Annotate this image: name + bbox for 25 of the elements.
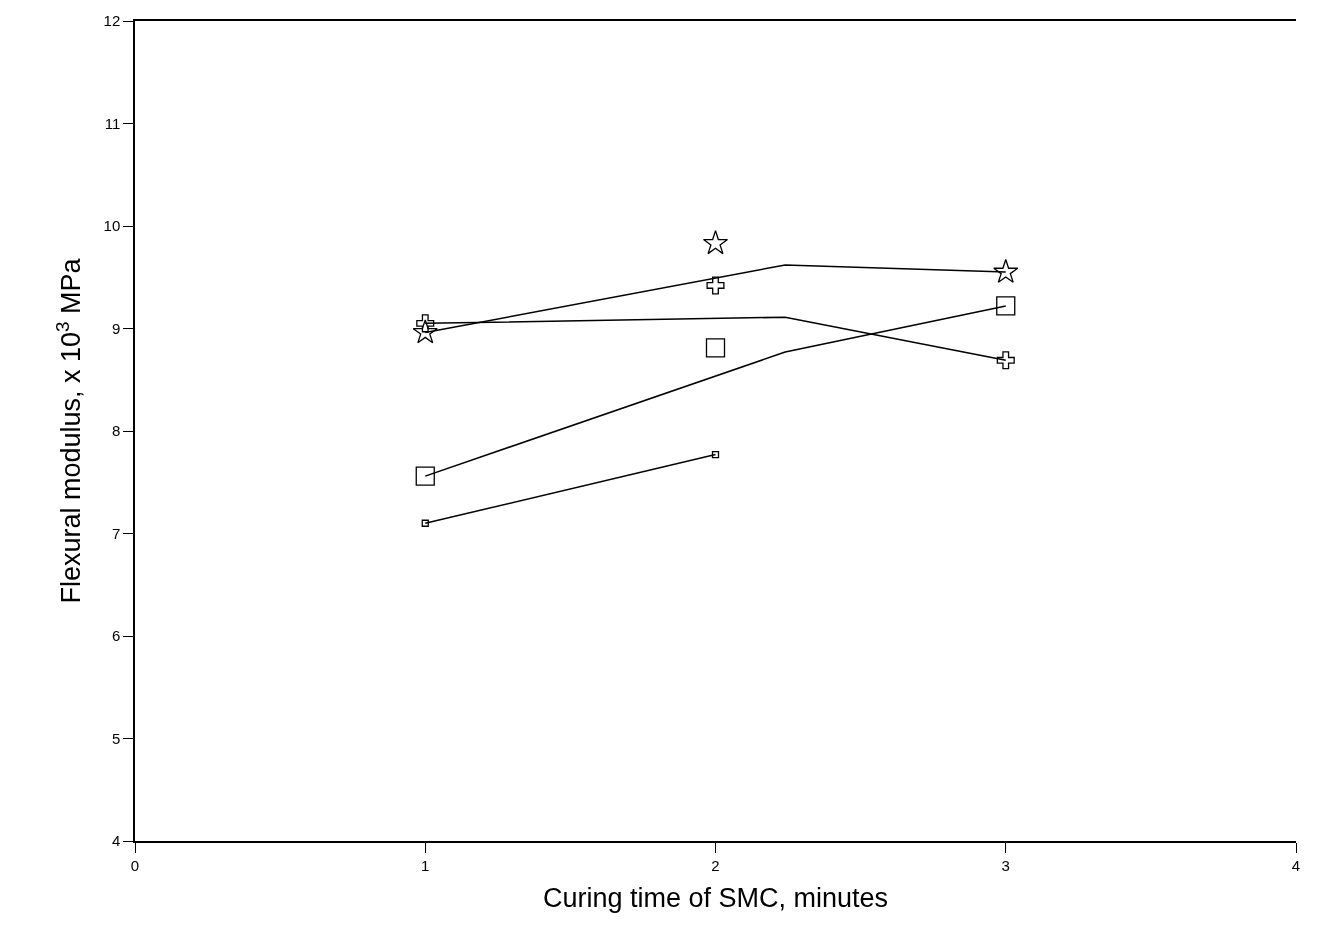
- point: [706, 276, 725, 295]
- y-tick-label: 7: [111, 524, 121, 542]
- y-tick-label: 12: [103, 12, 121, 30]
- point: [702, 230, 729, 255]
- y-tick-label: 11: [104, 114, 121, 132]
- x-tick-label: 2: [711, 856, 720, 874]
- y-tick-label: 6: [111, 627, 121, 645]
- x-tick-label: 3: [1001, 856, 1010, 874]
- point: [705, 338, 726, 358]
- y-tick-label: 4: [111, 832, 121, 850]
- point: [996, 351, 1015, 370]
- point: [415, 466, 435, 486]
- x-tick-label: 4: [1291, 856, 1301, 874]
- y-tick-label: 10: [103, 217, 121, 235]
- y-tick-label: 8: [111, 422, 121, 440]
- point: [711, 450, 720, 459]
- x-tick-label: 0: [130, 856, 140, 874]
- y-tick-label: 9: [111, 319, 121, 337]
- point: [993, 258, 1019, 283]
- y-tick-label: 5: [111, 729, 121, 747]
- point: [412, 319, 438, 344]
- point: [996, 296, 1016, 316]
- x-axis-title: Curing time of SMC, minutes: [542, 882, 889, 913]
- point: [421, 519, 429, 527]
- x-tick-label: 1: [421, 856, 430, 874]
